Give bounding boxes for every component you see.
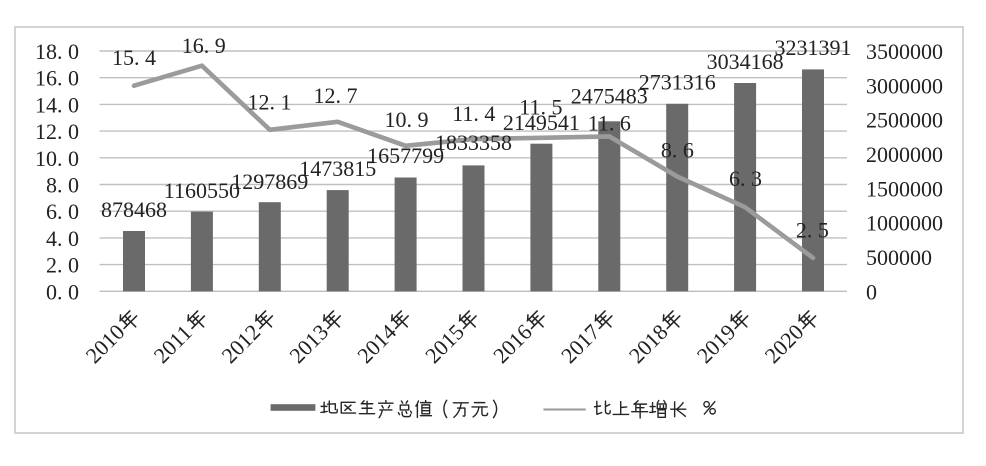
svg-text:6. 3: 6. 3 [729,166,762,191]
svg-text:11. 5: 11. 5 [519,95,562,120]
svg-text:3000000: 3000000 [866,73,943,98]
svg-text:11. 4: 11. 4 [452,101,495,126]
svg-text:3231391: 3231391 [775,35,852,60]
svg-text:12. 1: 12. 1 [248,90,292,115]
svg-text:12. 0: 12. 0 [35,119,79,144]
svg-text:2. 5: 2. 5 [796,218,829,243]
svg-text:2500000: 2500000 [866,108,943,133]
svg-text:1297869: 1297869 [231,169,308,194]
svg-text:1500000: 1500000 [866,176,943,201]
svg-text:0: 0 [866,279,877,304]
svg-text:16. 9: 16. 9 [182,33,226,58]
svg-text:500000: 500000 [866,245,932,270]
svg-text:2149541: 2149541 [503,110,580,135]
svg-text:10. 0: 10. 0 [35,146,79,171]
svg-text:878468: 878468 [101,197,167,222]
svg-text:2731316: 2731316 [639,70,716,95]
svg-text:1657799: 1657799 [367,143,444,168]
svg-text:4. 0: 4. 0 [46,226,79,251]
svg-text:1000000: 1000000 [866,211,943,236]
svg-text:2475483: 2475483 [571,84,648,109]
svg-text:8. 6: 8. 6 [661,137,694,162]
svg-text:3500000: 3500000 [866,39,943,64]
svg-text:0. 0: 0. 0 [46,279,79,304]
svg-text:1473815: 1473815 [299,156,376,181]
svg-text:16. 0: 16. 0 [35,66,79,91]
svg-text:2. 0: 2. 0 [46,253,79,278]
svg-text:1160550: 1160550 [164,178,240,203]
svg-text:12. 7: 12. 7 [314,83,358,108]
svg-text:18. 0: 18. 0 [35,39,79,64]
svg-text:1833358: 1833358 [435,130,512,155]
svg-text:10. 9: 10. 9 [385,107,429,132]
svg-text:11. 6: 11. 6 [588,111,631,136]
svg-text:6. 0: 6. 0 [46,199,79,224]
svg-text:8. 0: 8. 0 [46,173,79,198]
svg-text:2000000: 2000000 [866,142,943,167]
svg-text:3034168: 3034168 [707,49,784,74]
svg-text:15. 4: 15. 4 [112,45,156,70]
svg-text:14. 0: 14. 0 [35,92,79,117]
